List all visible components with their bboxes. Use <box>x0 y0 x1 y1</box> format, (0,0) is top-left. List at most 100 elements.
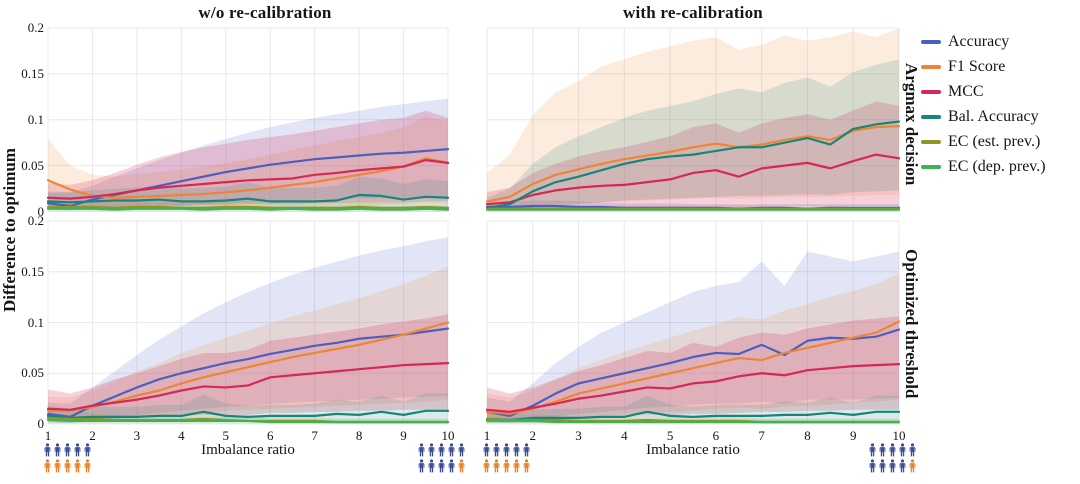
x-tick-label: 5 <box>222 428 230 443</box>
x-tick-label: 3 <box>575 428 582 443</box>
legend-item-ec_est: EC (est. prev.) <box>921 129 1046 154</box>
gridlines-tl <box>47 27 449 212</box>
person-icon <box>64 459 71 473</box>
line-bal_accuracy-br <box>486 410 900 422</box>
y-tick-label: 0 <box>37 416 45 431</box>
y-tick-label: 0.15 <box>21 263 44 279</box>
person-icon <box>84 443 91 457</box>
pictogram-row <box>482 459 531 473</box>
person-icon <box>44 443 51 457</box>
person-icon <box>448 443 455 457</box>
x-axis-label-right: Imbalance ratio <box>646 442 740 458</box>
column-title-with-recalibration: with re-calibration <box>623 3 763 22</box>
person-icon <box>523 459 530 473</box>
x-tick-label: 8 <box>355 428 363 443</box>
x-tick-label: 7 <box>311 428 318 443</box>
column-title-wo-recalibration: w/o re-calibration <box>198 3 332 22</box>
person-icon <box>513 459 520 473</box>
legend-label-ec_est: EC (est. prev.) <box>948 132 1041 150</box>
row-label-optimized-threshold: Optimized threshold <box>902 249 921 399</box>
legend-label-accuracy: Accuracy <box>948 32 1010 50</box>
panel-tl <box>47 27 449 212</box>
x-tick-label: 2 <box>529 428 537 443</box>
person-icon <box>483 459 490 473</box>
person-icon <box>418 443 425 457</box>
legend-item-accuracy: Accuracy <box>921 29 1046 54</box>
legend: Accuracy F1 Score MCC Bal. Accuracy EC (est.… <box>921 29 1046 179</box>
band-accuracy-bl <box>48 237 448 423</box>
x-tick-label: 3 <box>133 428 141 443</box>
pictogram-row <box>482 443 531 457</box>
y-tick-label: 0 <box>37 203 45 219</box>
y-tick-label: 0.2 <box>27 20 44 35</box>
legend-swatch-mcc <box>921 89 941 94</box>
pictogram-group-1 <box>417 443 466 475</box>
line-bal_accuracy-tl <box>47 193 449 204</box>
band-accuracy-tl <box>48 98 448 211</box>
person-icon <box>84 459 91 473</box>
legend-item-ec_dep: EC (dep. prev.) <box>921 154 1046 179</box>
x-tick-label: 1 <box>483 428 491 443</box>
band-mcc-tr <box>487 101 899 211</box>
x-tick-label: 8 <box>804 428 811 443</box>
y-tick-label: 0.2 <box>27 213 44 228</box>
x-tick-label: 10 <box>441 428 455 443</box>
y-tick-label: 0.05 <box>21 157 44 173</box>
pictogram-group-2 <box>482 443 531 475</box>
person-icon <box>438 459 445 473</box>
pictogram-group-0 <box>43 443 92 475</box>
y-tick-label: 0.15 <box>21 65 44 81</box>
person-icon <box>503 443 510 457</box>
y-tick-label: 0.1 <box>27 314 44 330</box>
x-tick-label: 4 <box>621 428 628 443</box>
pictogram-row <box>43 443 92 457</box>
person-icon <box>899 443 906 457</box>
line-mcc-tl <box>47 159 449 200</box>
legend-label-f1: F1 Score <box>948 57 1006 75</box>
pictogram-row <box>43 459 92 473</box>
line-f1-tl <box>47 157 449 199</box>
band-mcc-tl <box>48 110 448 208</box>
line-f1-tr <box>486 125 900 203</box>
person-icon <box>54 459 61 473</box>
x-tick-label: 4 <box>178 428 185 443</box>
person-icon <box>448 459 455 473</box>
person-icon <box>493 459 500 473</box>
person-icon <box>64 443 71 457</box>
legend-swatch-ec_est <box>921 139 941 144</box>
line-mcc-br <box>486 363 900 413</box>
line-ec_dep-tl <box>47 207 449 211</box>
pictogram-group-3 <box>868 443 917 475</box>
row-label-argmax-decision: Argmax decision <box>902 62 921 186</box>
person-icon <box>889 459 896 473</box>
x-axis-label-left: Imbalance ratio <box>201 442 295 458</box>
legend-item-bal_accuracy: Bal. Accuracy <box>921 104 1046 129</box>
person-icon <box>899 459 906 473</box>
y-tick-label: 0.1 <box>27 111 44 127</box>
legend-item-mcc: MCC <box>921 79 1046 104</box>
x-tick-label: 7 <box>758 428 765 443</box>
legend-item-f1: F1 Score <box>921 54 1046 79</box>
line-mcc-bl <box>47 362 449 411</box>
legend-label-ec_dep: EC (dep. prev.) <box>948 157 1046 175</box>
person-icon <box>74 443 81 457</box>
person-icon <box>503 459 510 473</box>
pictogram-row <box>417 443 466 457</box>
line-ec_dep-br <box>486 419 900 424</box>
gridlines-br <box>486 220 900 425</box>
person-icon <box>44 459 51 473</box>
person-icon <box>483 443 490 457</box>
x-tick-label: 5 <box>666 428 674 443</box>
person-icon <box>523 443 530 457</box>
gridlines-bl <box>47 220 449 425</box>
person-icon <box>879 459 886 473</box>
pictogram-row <box>868 459 917 473</box>
x-tick-label: 6 <box>266 428 274 443</box>
line-ec_dep-bl <box>47 418 449 424</box>
person-icon <box>909 459 916 473</box>
pictogram-row <box>868 443 917 457</box>
person-icon <box>889 443 896 457</box>
person-icon <box>869 443 876 457</box>
band-f1-br <box>487 273 899 422</box>
